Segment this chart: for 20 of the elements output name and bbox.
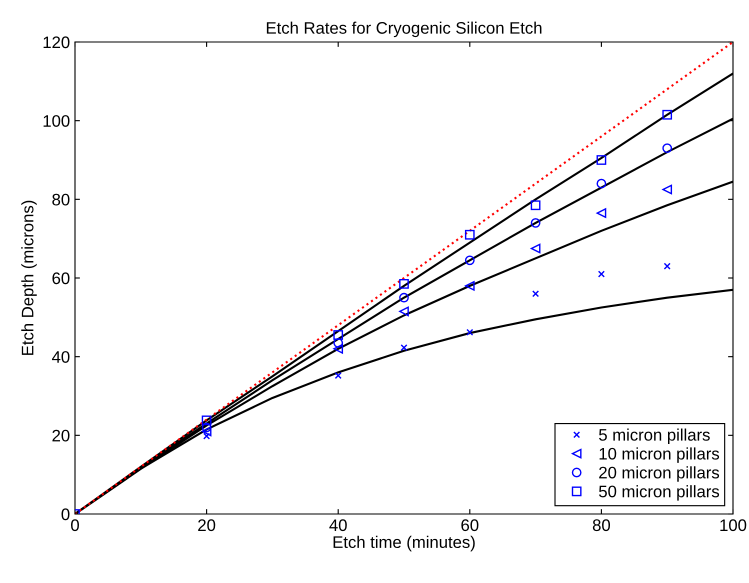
y-tick-label: 0 xyxy=(62,508,70,520)
y-tick-label: 40 xyxy=(52,351,70,363)
y-tick-label: 20 xyxy=(52,430,70,442)
x-axis-title: Etch time (minutes) xyxy=(334,536,475,552)
y-tick-label: 80 xyxy=(52,194,70,206)
x-tick-label: 80 xyxy=(592,519,610,532)
legend-label: 10 micron pillars xyxy=(600,447,720,463)
x-tick-label: 40 xyxy=(329,519,347,532)
legend-label: 20 micron pillars xyxy=(599,466,720,482)
legend-label: 50 micron pillars xyxy=(599,485,720,501)
x-tick-label: 60 xyxy=(461,519,478,532)
legend-label: 5 micron pillars xyxy=(599,428,710,444)
y-tick-label: 100 xyxy=(44,115,70,127)
x-tick-label: 100 xyxy=(720,519,746,532)
y-tick-label: 120 xyxy=(44,36,70,48)
y-tick-label: 60 xyxy=(52,272,70,284)
y-axis-title: Etch Depth (microns) xyxy=(21,200,37,355)
x-tick-label: 0 xyxy=(71,519,79,532)
chart-title: Etch Rates for Cryogenic Silicon Etch xyxy=(266,22,542,38)
x-tick-label: 20 xyxy=(198,519,216,532)
